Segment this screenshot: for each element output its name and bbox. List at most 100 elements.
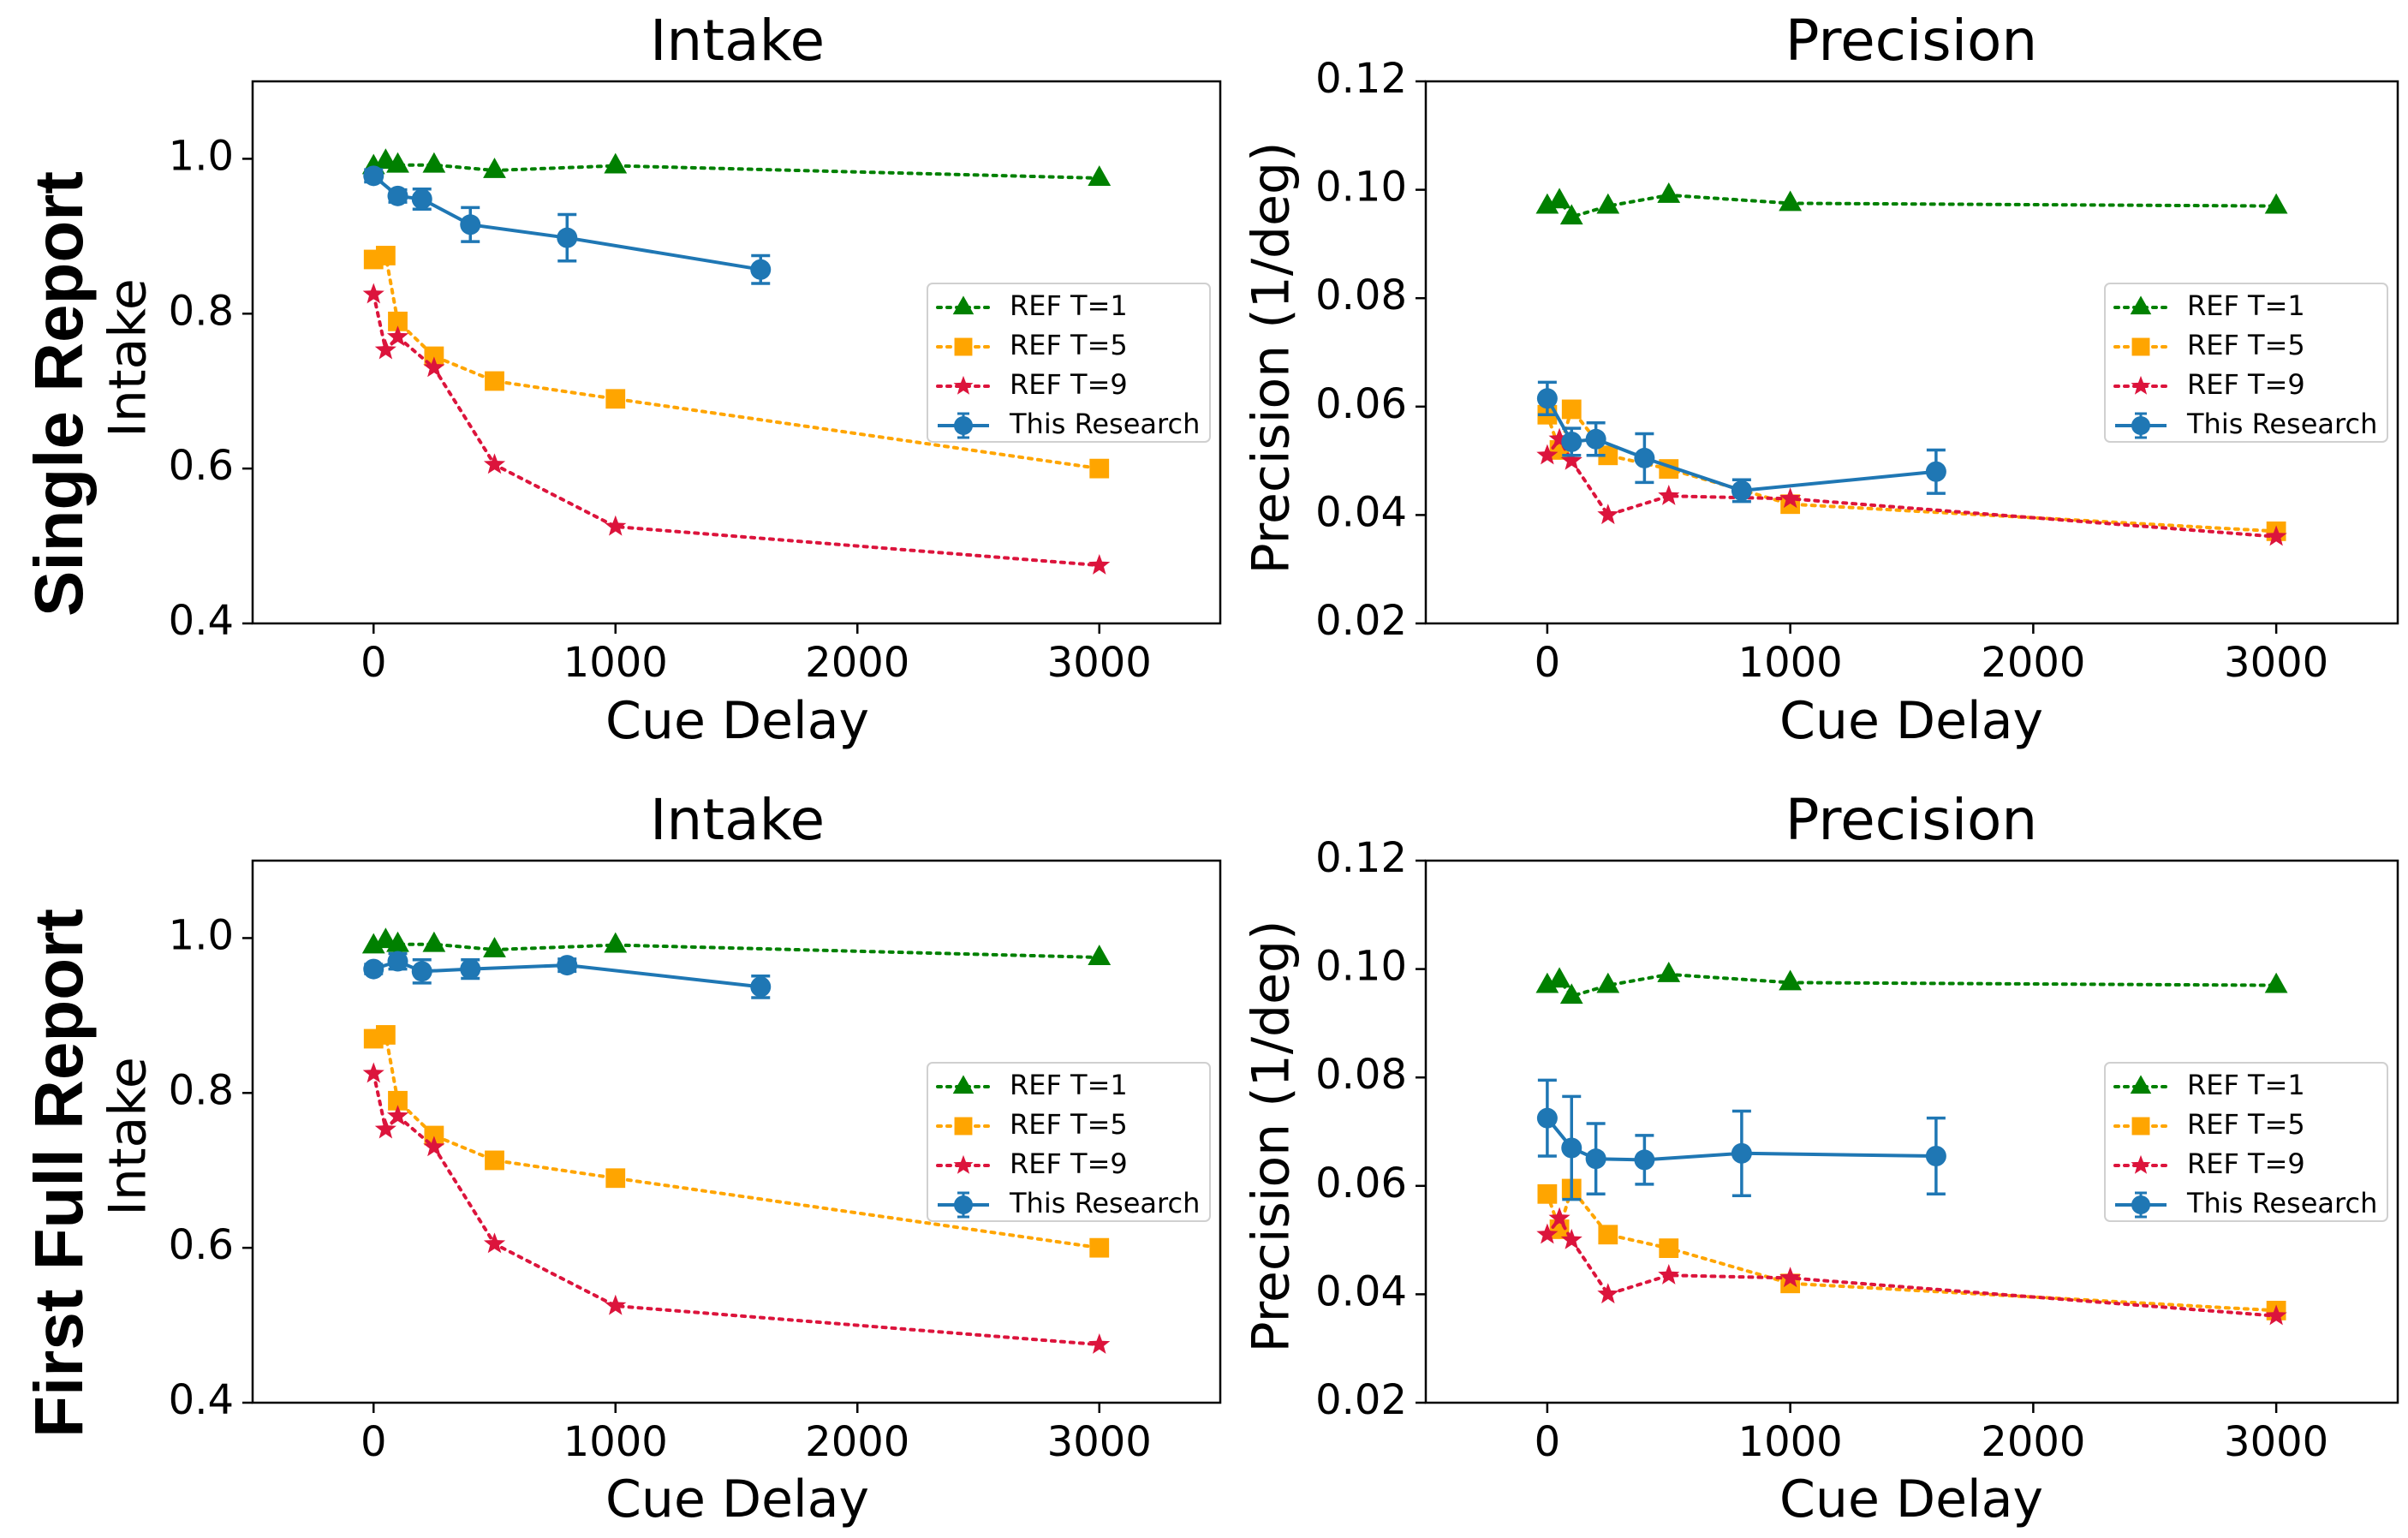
legend-item-ref-t-1: REF T=1 <box>936 289 1128 322</box>
series-ref-t-1 <box>361 927 1112 965</box>
legend-marker <box>953 1154 974 1174</box>
y-tick-label: 0.06 <box>1315 380 1407 428</box>
y-tick-label: 0.08 <box>1315 1051 1407 1099</box>
data-point <box>1585 1148 1606 1170</box>
x-tick-label: 0 <box>1535 639 1561 687</box>
data-point <box>1535 193 1559 214</box>
series-this-research <box>363 165 772 285</box>
data-point <box>2264 972 2288 993</box>
x-tick-label: 1000 <box>563 1418 668 1466</box>
series-ref-t-9 <box>362 283 1111 575</box>
panel-title: Precision <box>1785 787 2038 853</box>
legend-label: REF T=9 <box>2187 1148 2305 1180</box>
data-point <box>485 371 504 391</box>
data-point <box>1547 188 1571 209</box>
y-tick-label: 0.6 <box>169 1221 234 1269</box>
x-tick-label: 0 <box>361 639 387 687</box>
y-axis-label: Intake <box>98 1057 158 1216</box>
data-point <box>411 961 432 982</box>
data-point <box>1585 428 1606 450</box>
data-point <box>1088 1333 1111 1354</box>
legend-item-ref-t-1: REF T=1 <box>2113 289 2305 322</box>
data-point <box>1597 504 1619 525</box>
legend-label: REF T=1 <box>1010 1069 1128 1101</box>
data-point <box>1598 445 1618 466</box>
data-point <box>1088 945 1112 965</box>
y-tick-label: 0.08 <box>1315 271 1407 319</box>
data-point <box>605 389 626 409</box>
data-point <box>422 931 446 952</box>
data-point <box>1657 962 1681 982</box>
data-point <box>2265 1304 2287 1326</box>
x-tick-label: 0 <box>1535 1418 1561 1466</box>
y-tick-label: 0.6 <box>169 442 234 490</box>
x-tick-label: 1000 <box>1738 639 1843 687</box>
data-point <box>1597 1283 1619 1304</box>
data-point <box>386 325 409 347</box>
data-point <box>483 1232 506 1254</box>
data-point <box>411 188 432 210</box>
x-axis-label: Cue Delay <box>1779 691 2043 751</box>
data-point <box>604 152 628 174</box>
data-point <box>422 152 446 173</box>
data-point <box>1779 487 1802 509</box>
y-tick-label: 0.4 <box>169 1376 234 1424</box>
legend-marker <box>2131 337 2150 356</box>
y-tick-label: 0.06 <box>1315 1159 1407 1207</box>
data-point <box>1547 967 1571 988</box>
legend-label: REF T=5 <box>2187 1108 2305 1141</box>
legend-marker <box>2131 416 2150 435</box>
data-point <box>1731 1142 1752 1164</box>
data-point <box>2265 525 2287 546</box>
data-point <box>1598 1225 1618 1245</box>
x-tick-label: 2000 <box>1981 1418 2085 1466</box>
data-point <box>2264 193 2288 214</box>
data-point <box>483 937 506 957</box>
y-axis-label: Intake <box>98 278 158 438</box>
row-label-first-full-report: First Full Report <box>21 909 97 1438</box>
data-point <box>1731 480 1752 501</box>
data-point <box>1088 165 1112 186</box>
x-tick-label: 0 <box>361 1418 387 1466</box>
x-tick-label: 2000 <box>1981 639 2085 687</box>
series-ref-t-9 <box>1536 427 2287 546</box>
data-point <box>1596 193 1620 214</box>
data-point <box>1658 1264 1680 1285</box>
data-point <box>1779 190 1803 212</box>
data-point <box>424 1125 444 1146</box>
data-point <box>1536 1223 1559 1244</box>
x-axis-label: Cue Delay <box>1779 1469 2043 1529</box>
legend-label: REF T=1 <box>2187 1069 2305 1101</box>
legend-item-this-research: This Research <box>938 408 1200 440</box>
data-point <box>363 165 384 187</box>
legend-label: REF T=9 <box>2187 368 2305 401</box>
x-tick-label: 2000 <box>805 639 909 687</box>
y-tick-label: 0.8 <box>169 287 234 335</box>
legend-marker <box>2131 1117 2150 1136</box>
y-tick-label: 0.12 <box>1315 55 1407 103</box>
x-tick-label: 3000 <box>1047 639 1152 687</box>
data-point <box>1561 431 1582 452</box>
data-point <box>1779 1267 1802 1288</box>
legend-frame <box>927 283 1211 443</box>
legend-label: This Research <box>2186 408 2377 440</box>
data-point <box>1659 1238 1679 1258</box>
data-point <box>605 1294 627 1315</box>
panel-title: Precision <box>1785 8 2038 74</box>
data-point <box>1925 1145 1946 1166</box>
data-point <box>388 1090 408 1111</box>
data-point <box>386 1105 409 1126</box>
series-ref-t-1 <box>1535 182 2288 225</box>
legend-marker <box>2131 1154 2151 1174</box>
data-point <box>1657 182 1681 203</box>
data-point <box>1634 1149 1655 1171</box>
series-this-research <box>1536 1078 1946 1201</box>
data-point <box>604 932 628 953</box>
data-point <box>750 976 772 998</box>
legend-marker <box>954 1117 973 1136</box>
data-point <box>1779 969 1803 991</box>
data-point <box>1658 485 1680 505</box>
legend-label: This Research <box>1009 408 1200 440</box>
legend: REF T=1 REF T=5 REF T=9 This Research <box>2104 1062 2388 1222</box>
